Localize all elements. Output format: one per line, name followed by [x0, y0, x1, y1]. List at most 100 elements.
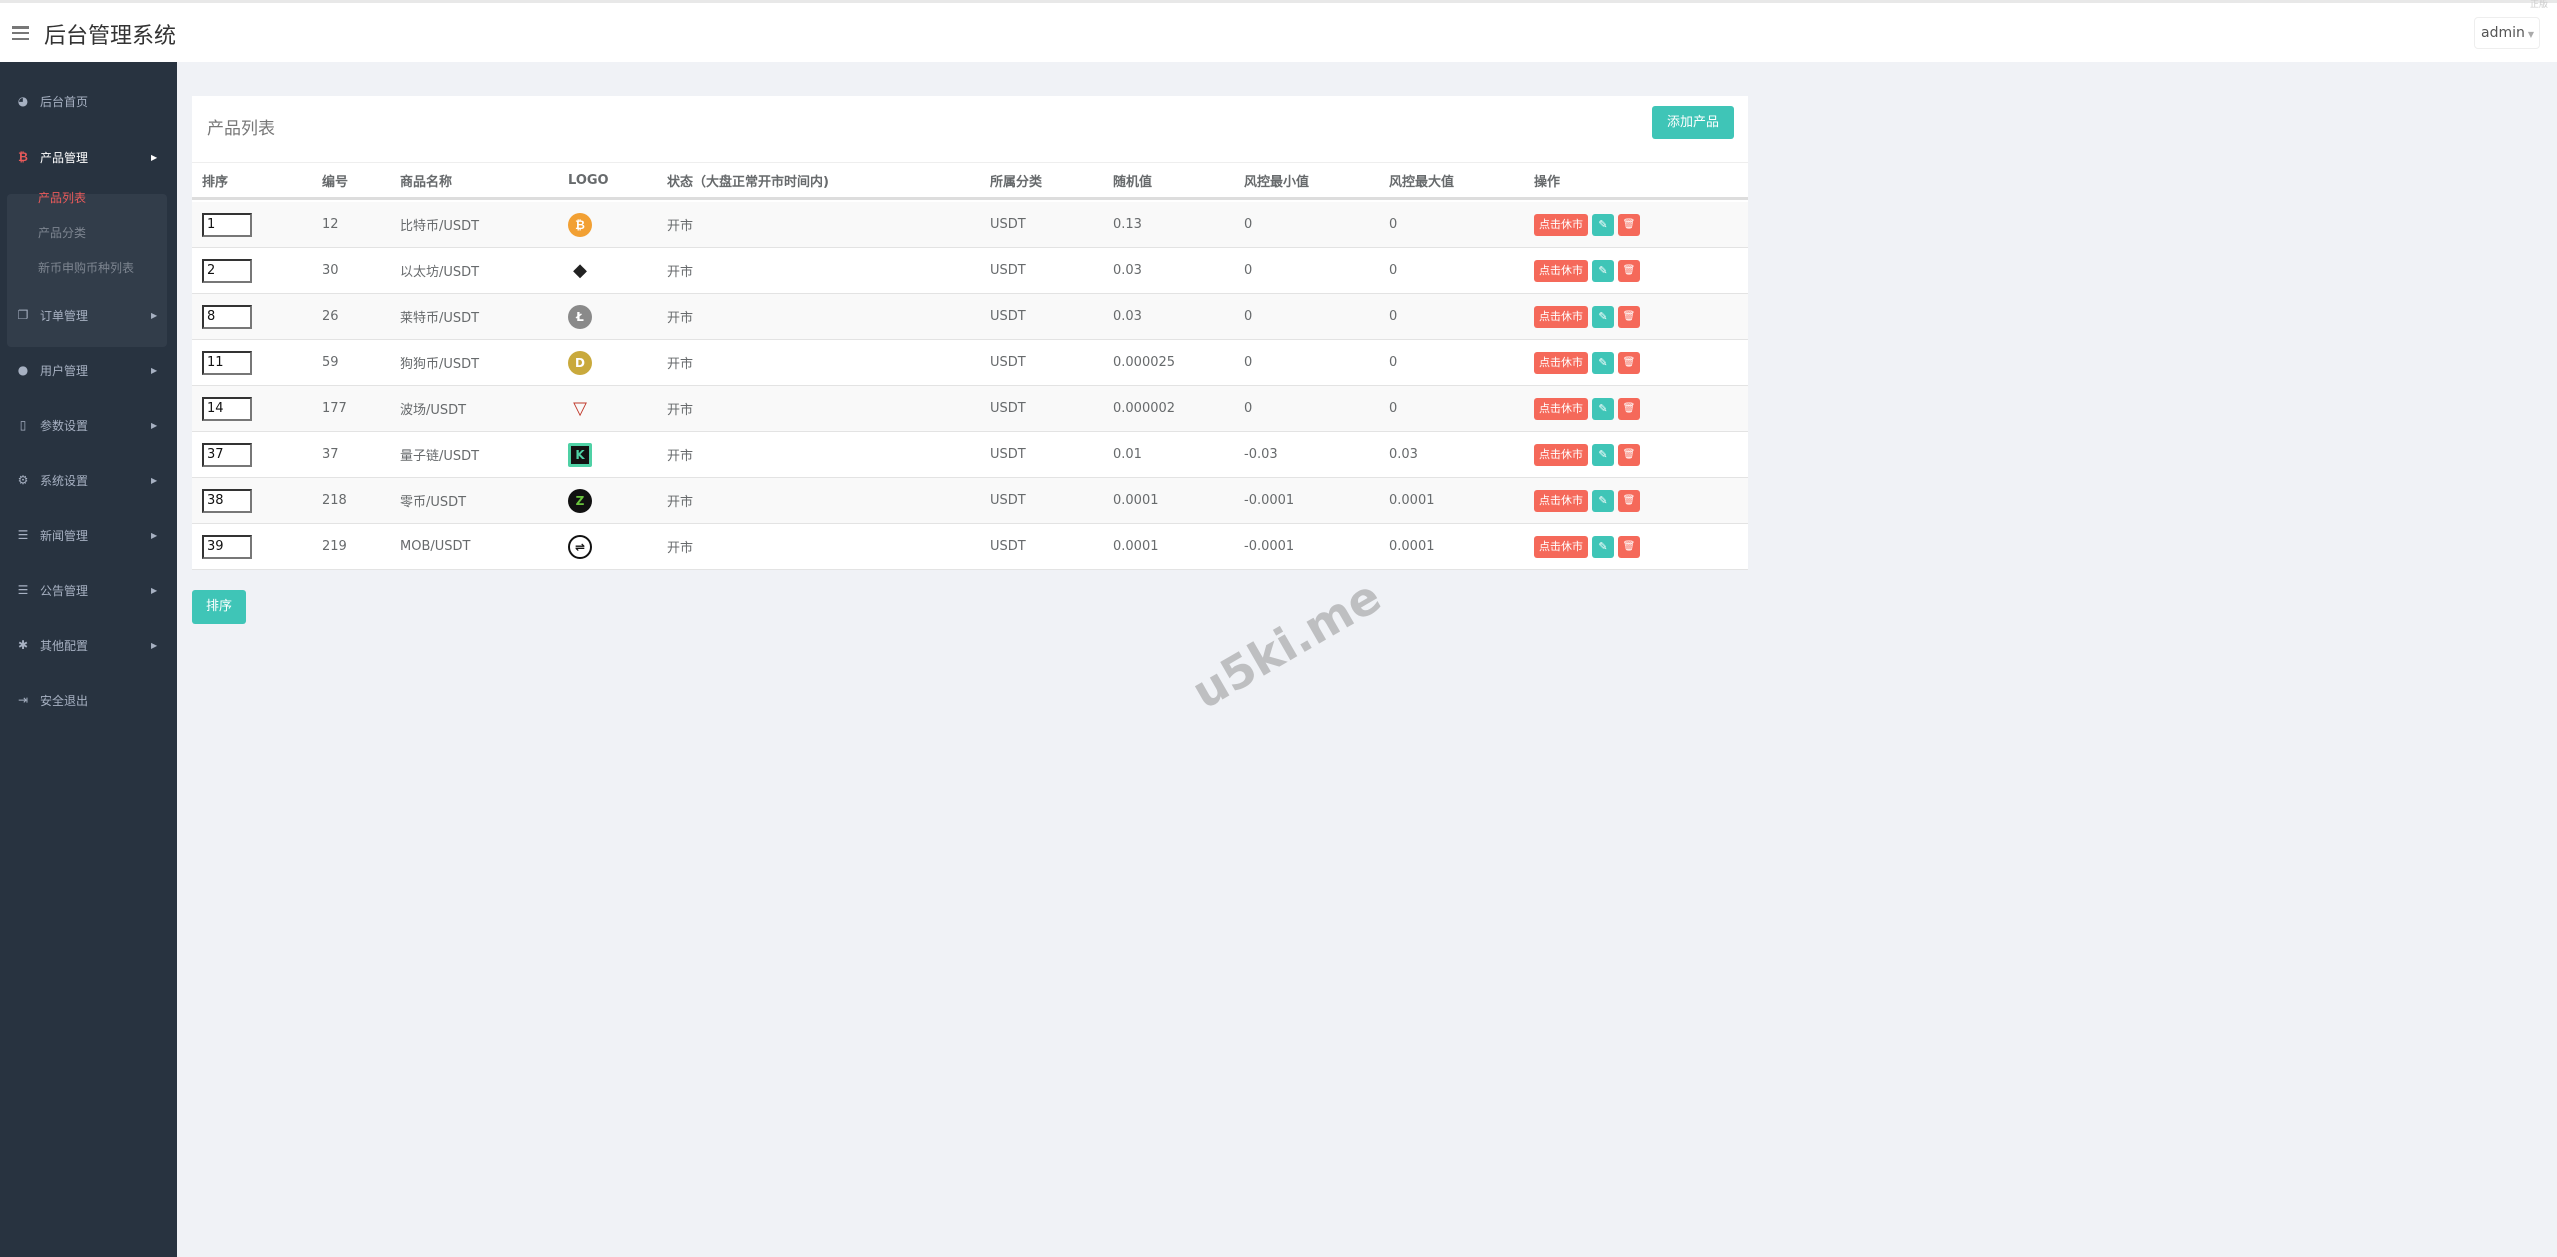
sidebar-item[interactable]: ▯ 参数设置 ▶: [0, 410, 177, 440]
close-market-button[interactable]: 点击休市: [1534, 489, 1588, 512]
table-cell: 点击休市 ✎ 🗑: [1534, 432, 1640, 477]
status-text: 开市: [667, 265, 694, 280]
sidebar-item-label: 其他配置: [40, 638, 89, 653]
sort-order-input[interactable]: [202, 442, 252, 467]
table-cell: 以太坊/USDT: [400, 248, 479, 293]
table-row: 59 狗狗币/USDT D 开市 USDT 0.000025 0 0 点击休市✎🗑: [192, 340, 1748, 386]
sidebar-item[interactable]: ⇥ 安全退出: [0, 685, 177, 715]
delete-trash-icon[interactable]: 🗑: [1618, 305, 1640, 328]
edit-pencil-icon[interactable]: ✎: [1592, 305, 1614, 328]
sidebar-item[interactable]: ◕ 后台首页: [0, 86, 177, 116]
table-row: 37 量子链/USDT K 开市 USDT 0.01 -0.03 0.03 点击休市✎🗑: [192, 432, 1748, 478]
sort-order-input[interactable]: [202, 304, 252, 329]
row-actions: 点击休市 ✎ 🗑: [1534, 489, 1640, 512]
table-cell: ⇌: [568, 524, 592, 569]
caret-down-icon: ▼: [2527, 30, 2535, 39]
table-cell: USDT: [990, 294, 1026, 339]
sidebar-item[interactable]: ☰ 公告管理 ▶: [0, 575, 177, 605]
sidebar-item[interactable]: ❐ 订单管理 ▶: [0, 300, 177, 330]
sort-button[interactable]: 排序: [192, 590, 246, 624]
table-cell: 0.03: [1389, 432, 1418, 477]
sidebar-item[interactable]: ⚙ 系统设置 ▶: [0, 465, 177, 495]
table-cell: 开市: [667, 248, 693, 293]
sidebar-group-product: [7, 194, 167, 347]
random-value: 0.03: [1113, 309, 1142, 324]
product-id: 177: [322, 401, 347, 416]
product-list-card: 产品列表 添加产品 排序 编号 商品名称 LOGO 状态（大盘正常开市时间内) 所属分类 随…: [192, 96, 1748, 570]
table-cell: 37: [322, 432, 339, 477]
table-cell: 0.03: [1113, 248, 1142, 293]
risk-min-value: 0: [1244, 309, 1253, 324]
sort-order-input[interactable]: [202, 396, 252, 421]
table-cell: USDT: [990, 432, 1026, 477]
hamburger-menu-icon[interactable]: [12, 26, 29, 40]
sort-order-input[interactable]: [202, 350, 252, 375]
close-market-button[interactable]: 点击休市: [1534, 397, 1588, 420]
product-id: 12: [322, 217, 339, 232]
close-market-button[interactable]: 点击休市: [1534, 305, 1588, 328]
edit-pencil-icon[interactable]: ✎: [1592, 397, 1614, 420]
sort-order-input[interactable]: [202, 534, 252, 559]
user-dropdown[interactable]: admin ▼: [2474, 17, 2540, 49]
sidebar-item-label: 订单管理: [40, 308, 89, 323]
product-name: 比特币/USDT: [400, 219, 480, 234]
delete-trash-icon[interactable]: 🗑: [1618, 535, 1640, 558]
close-market-button[interactable]: 点击休市: [1534, 213, 1588, 236]
delete-trash-icon[interactable]: 🗑: [1618, 489, 1640, 512]
close-market-button[interactable]: 点击休市: [1534, 351, 1588, 374]
column-header: 商品名称: [400, 174, 453, 190]
edit-pencil-icon[interactable]: ✎: [1592, 213, 1614, 236]
random-value: 0.0001: [1113, 539, 1159, 554]
edit-pencil-icon[interactable]: ✎: [1592, 535, 1614, 558]
delete-trash-icon[interactable]: 🗑: [1618, 397, 1640, 420]
category-text: USDT: [990, 401, 1026, 416]
column-header: 所属分类: [990, 174, 1043, 190]
table-cell: 0.03: [1113, 294, 1142, 339]
sidebar-subitem[interactable]: 新币申购币种列表: [38, 261, 135, 275]
sort-order-input[interactable]: [202, 212, 252, 237]
sidebar-item[interactable]: ₿ 产品管理 ▶: [0, 142, 177, 172]
app-title: 后台管理系统: [44, 24, 177, 49]
table-cell: 0.13: [1113, 202, 1142, 247]
sidebar-subitem[interactable]: 产品列表: [38, 191, 87, 205]
table-cell: 波场/USDT: [400, 386, 466, 431]
table-cell: 0: [1389, 294, 1397, 339]
close-market-button[interactable]: 点击休市: [1534, 535, 1588, 558]
sidebar-subitem[interactable]: 产品分类: [38, 226, 87, 240]
column-header: 风控最小值: [1244, 174, 1310, 190]
sidebar-item[interactable]: ✱ 其他配置 ▶: [0, 630, 177, 660]
delete-trash-icon[interactable]: 🗑: [1618, 443, 1640, 466]
delete-trash-icon[interactable]: 🗑: [1618, 213, 1640, 236]
chevron-right-icon: ▶: [151, 365, 158, 375]
add-product-button[interactable]: 添加产品: [1652, 106, 1734, 139]
table-cell: 177: [322, 386, 347, 431]
table-cell: 比特币/USDT: [400, 202, 479, 247]
edit-pencil-icon[interactable]: ✎: [1592, 443, 1614, 466]
column-header: 排序: [202, 174, 229, 190]
user-icon: ●: [17, 363, 29, 377]
close-market-button[interactable]: 点击休市: [1534, 259, 1588, 282]
table-row: 12 比特币/USDT ₿ 开市 USDT 0.13 0 0 点击休市✎🗑: [192, 202, 1748, 248]
sidebar-item-label: 安全退出: [40, 693, 89, 708]
delete-trash-icon[interactable]: 🗑: [1618, 259, 1640, 282]
risk-min-value: 0: [1244, 355, 1253, 370]
table-cell: 0.0001: [1389, 478, 1435, 523]
product-name: MOB/USDT: [400, 539, 471, 554]
table-cell: 0: [1389, 202, 1397, 247]
sidebar-item[interactable]: ☰ 新闻管理 ▶: [0, 520, 177, 550]
litecoin-logo-icon: Ł: [568, 304, 592, 329]
edit-pencil-icon[interactable]: ✎: [1592, 489, 1614, 512]
sort-order-input[interactable]: [202, 488, 252, 513]
table-cell: 218: [322, 478, 347, 523]
sort-order-input[interactable]: [202, 258, 252, 283]
edit-pencil-icon[interactable]: ✎: [1592, 259, 1614, 282]
product-id: 26: [322, 309, 339, 324]
sidebar-item[interactable]: ● 用户管理 ▶: [0, 355, 177, 385]
sidebar-item-label: 新闻管理: [40, 528, 89, 543]
close-market-button[interactable]: 点击休市: [1534, 443, 1588, 466]
delete-trash-icon[interactable]: 🗑: [1618, 351, 1640, 374]
status-text: 开市: [667, 495, 694, 510]
product-name: 量子链/USDT: [400, 449, 480, 464]
column-header: 风控最大值: [1389, 174, 1455, 190]
edit-pencil-icon[interactable]: ✎: [1592, 351, 1614, 374]
